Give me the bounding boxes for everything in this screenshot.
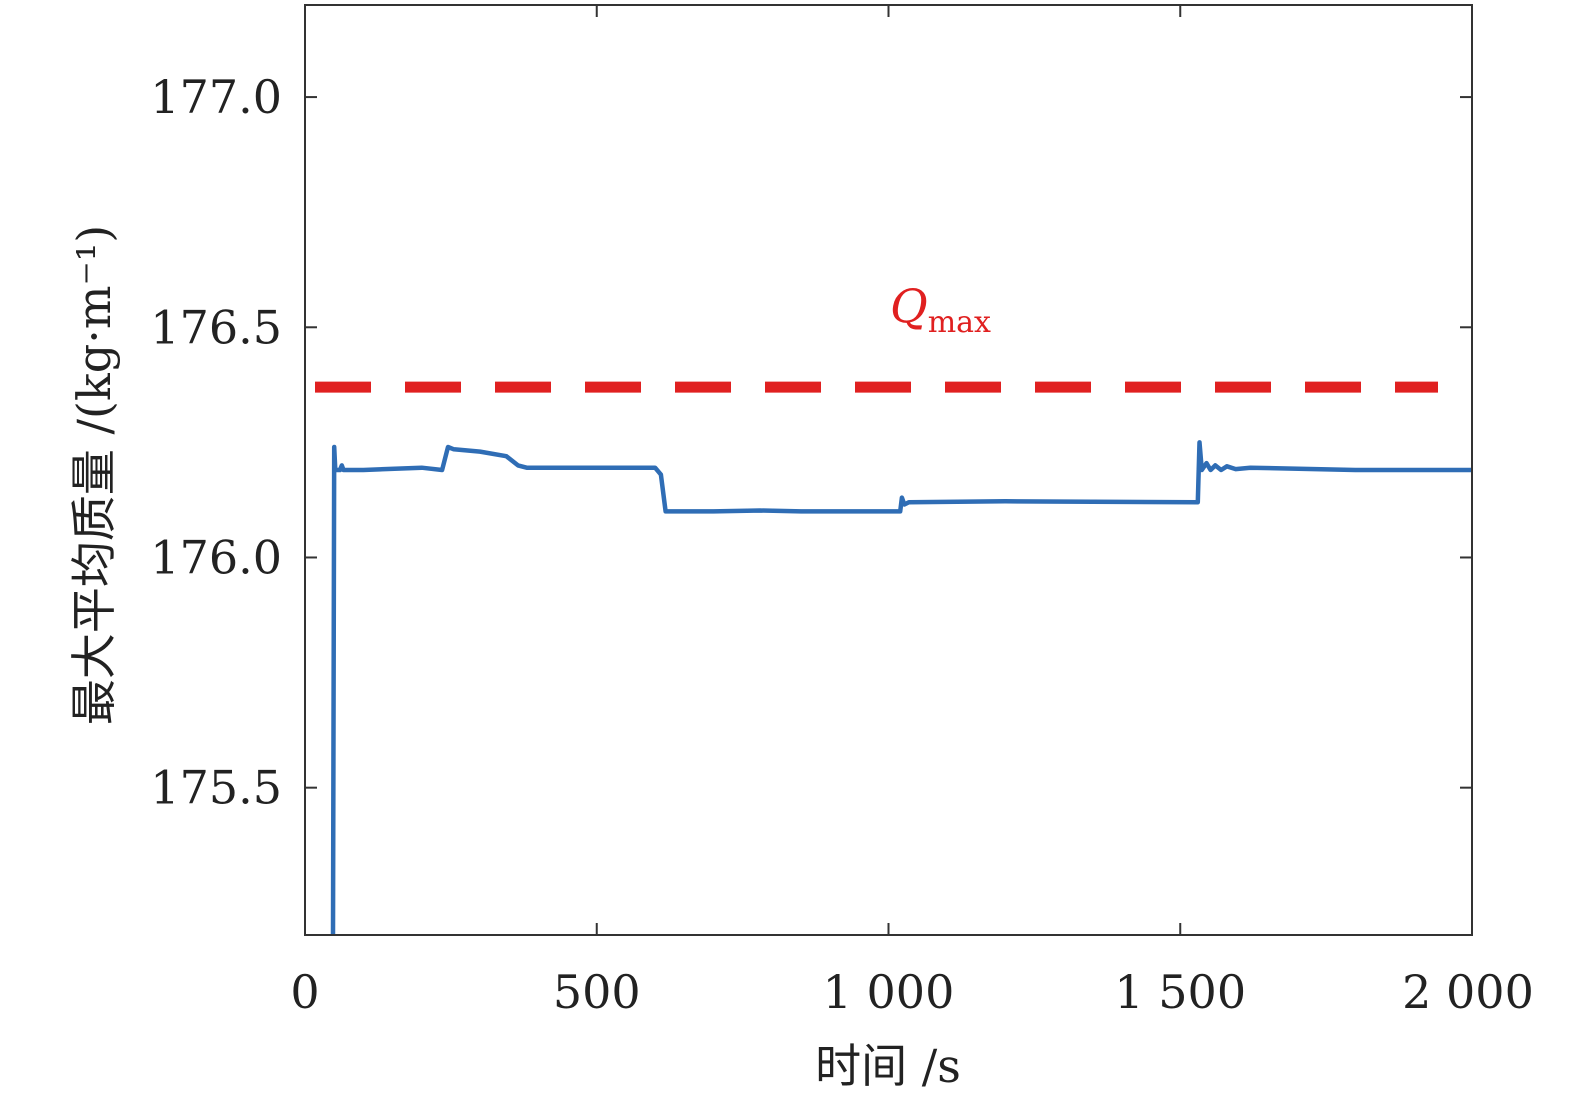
x-tick-label: 2 000	[1402, 965, 1534, 1019]
x-tick-label: 1 500	[1114, 965, 1246, 1019]
x-tick-label: 0	[290, 965, 319, 1019]
axes: 0 500 1 000 1 500 2 000 175.5 176.0 176.5 177.0	[150, 4, 1534, 1019]
y-tick-label: 175.5	[150, 761, 282, 815]
y-tick-label: 177.0	[150, 70, 282, 124]
x-axis-label: 时间 /s	[815, 1039, 961, 1093]
x-tick-label: 500	[553, 965, 641, 1019]
qmax-label: Qmax	[890, 279, 991, 340]
qmax-label-sub: max	[928, 305, 991, 340]
x-tick-label: 1 000	[823, 965, 955, 1019]
qmax-label-main: Q	[890, 279, 928, 333]
plot-area	[315, 381, 1472, 936]
y-tick-label: 176.5	[150, 300, 282, 354]
y-axis-label: 最大平均质量 /(kg·m⁻¹)	[67, 225, 121, 725]
series-line-0	[330, 440, 1472, 936]
y-tick-label: 176.0	[150, 530, 282, 584]
